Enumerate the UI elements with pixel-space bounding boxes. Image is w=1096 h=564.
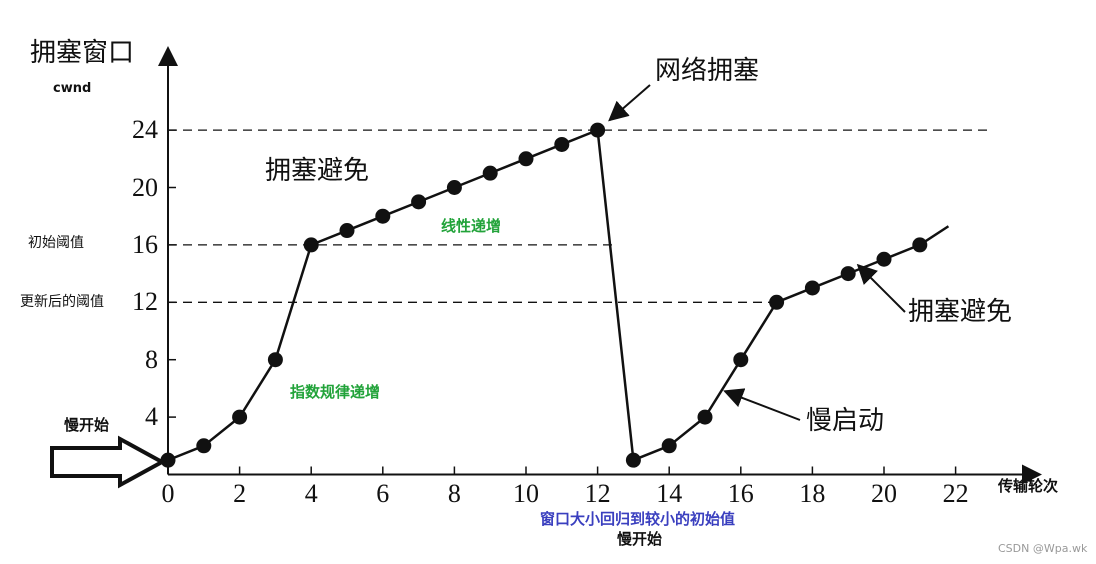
network-congestion-arrow [608, 84, 651, 122]
x-tick-label: 16 [727, 478, 754, 508]
data-point [733, 352, 749, 368]
initial-threshold-label: 初始阈值 [28, 235, 84, 251]
slow-start-label-3: 慢开始 [617, 530, 663, 548]
slow-start-entry-arrow [50, 435, 167, 489]
y-tick-label: 8 [145, 344, 158, 374]
data-point [375, 208, 391, 224]
x-tick-label: 18 [799, 478, 826, 508]
data-point [482, 165, 498, 181]
y-tick-label: 24 [132, 115, 158, 145]
exponential-increase-label: 指数规律递增 [290, 383, 381, 401]
watermark: CSDN @Wpa.wk [998, 542, 1088, 555]
slow-start-arrow [723, 388, 801, 421]
y-tick-label: 4 [145, 402, 158, 432]
data-point [590, 122, 606, 138]
slow-start-label-1: 慢开始 [64, 416, 110, 434]
congestion-avoidance-label-2: 拥塞避免 [908, 297, 1013, 327]
data-point [267, 352, 283, 368]
cwnd-series [160, 122, 950, 468]
congestion-avoidance-arrow [856, 263, 906, 313]
x-tick-label: 10 [513, 478, 539, 508]
x-axis-title: 传输轮次 [998, 477, 1059, 495]
data-point [196, 438, 212, 454]
y-tick-label: 20 [132, 172, 158, 202]
reset-window-label: 窗口大小回归到较小的初始值 [540, 510, 736, 528]
data-point [446, 180, 462, 195]
x-tick-label: 0 [161, 478, 175, 508]
y-axis-title: 拥塞窗口 [30, 38, 135, 68]
y-tick-label: 12 [132, 287, 158, 317]
data-point [840, 266, 856, 282]
data-point [697, 409, 713, 425]
x-tick-label: 8 [447, 478, 461, 508]
annotation-arrows [608, 84, 906, 421]
data-point [518, 151, 534, 167]
x-tick-label: 4 [304, 478, 318, 508]
data-point [876, 251, 892, 267]
slow-start-label-2: 慢启动 [806, 406, 885, 436]
data-point [554, 136, 570, 152]
data-point [661, 438, 677, 454]
x-tick-label: 22 [942, 478, 969, 508]
y-tick-label: 16 [132, 229, 158, 259]
data-point [804, 280, 820, 296]
updated-threshold-label: 更新后的阈值 [20, 294, 104, 310]
congestion-avoidance-label-1: 拥塞避免 [265, 156, 370, 186]
data-point [625, 452, 641, 468]
x-tick-label: 14 [656, 478, 683, 508]
data-point [912, 237, 928, 253]
data-point [303, 237, 319, 253]
x-tick-label: 2 [233, 478, 247, 508]
network-congestion-label: 网络拥塞 [655, 56, 760, 86]
x-tick-label: 12 [584, 478, 611, 508]
x-tick-label: 20 [871, 478, 897, 508]
axes [158, 46, 1042, 485]
data-point [339, 223, 355, 239]
x-tick-label: 6 [376, 478, 390, 508]
data-point [769, 294, 785, 310]
threshold-lines [168, 129, 992, 303]
linear-increase-label: 线性递增 [441, 217, 502, 235]
y-axis-subtitle: cwnd [53, 81, 92, 96]
data-point [160, 452, 176, 468]
data-point [411, 194, 427, 210]
data-point [232, 409, 248, 425]
